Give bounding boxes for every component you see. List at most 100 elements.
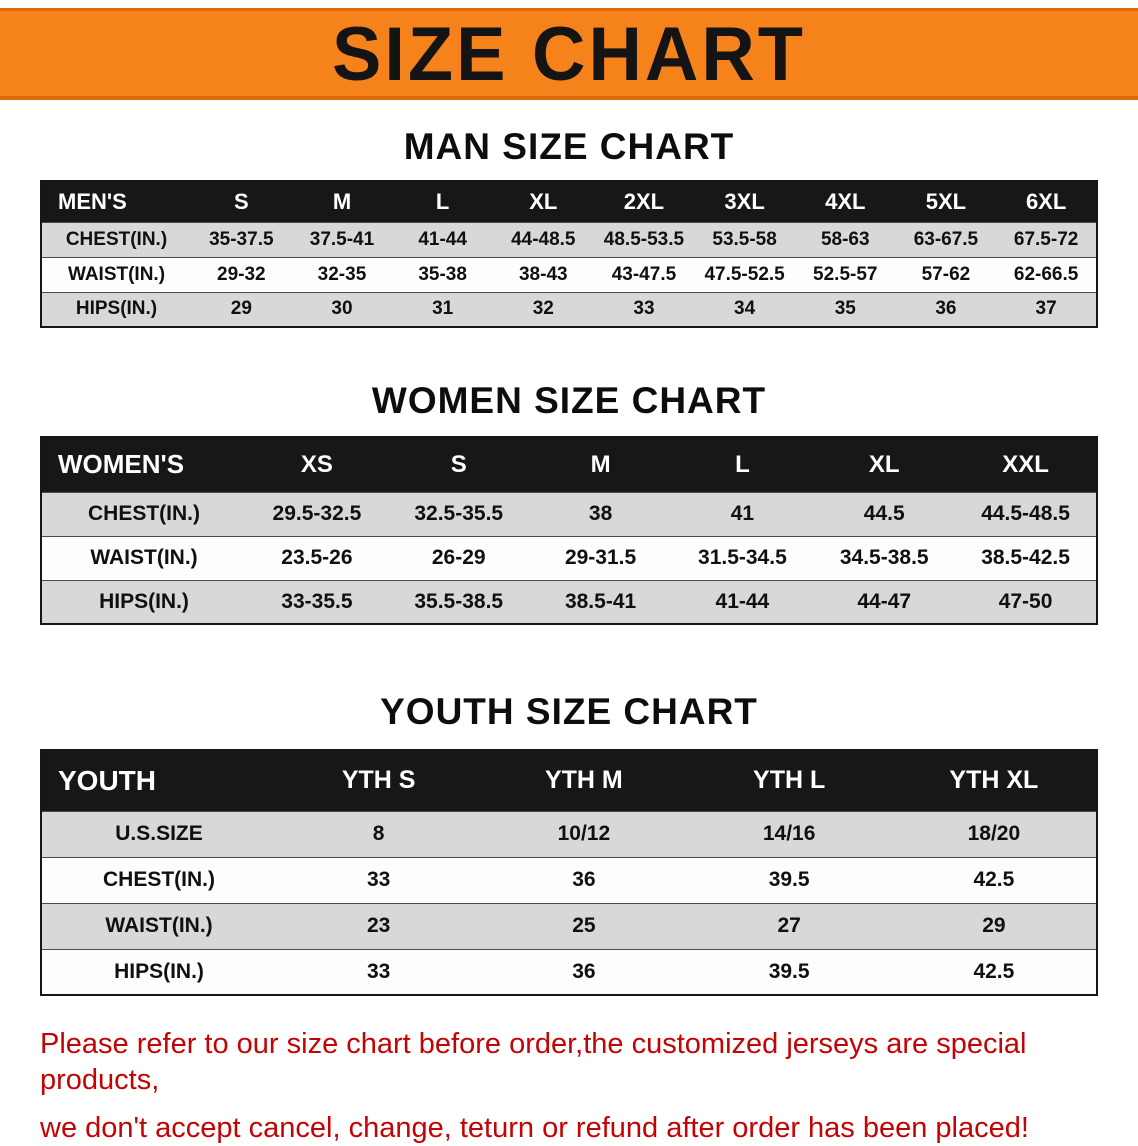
- men-cell-value: 63-67.5: [913, 228, 979, 250]
- men-cell-value: 35: [834, 298, 856, 320]
- women-size-chart-section: WOMEN SIZE CHART WOMEN'S XS S M L XL XXL CHEST(I…: [0, 380, 1138, 625]
- size-chart-page: SIZE CHART MAN SIZE CHART MEN'S S M L XL 2XL 3X…: [0, 8, 1138, 1146]
- men-cell-value: 43-47.5: [611, 263, 677, 285]
- men-cell-value: 38-43: [518, 263, 568, 285]
- youth-size-table: YOUTH YTH S YTH M YTH L YTH XL U.S.SIZE 8 10/12…: [40, 749, 1098, 996]
- youth-table-row: HIPS(IN.) 33 36 39.5 42.5: [41, 949, 1097, 995]
- women-section-heading: WOMEN SIZE CHART: [371, 380, 767, 421]
- charts-container: MAN SIZE CHART MEN'S S M L XL 2XL 3XL 4XL 5XL 6XL C…: [0, 126, 1138, 996]
- men-table-row: HIPS(IN.) 29 30 31 32 33 34 35 36 37: [41, 292, 1097, 327]
- women-cell-value: 23.5-26: [281, 546, 353, 569]
- men-cell-value: 53.5-58: [712, 228, 777, 250]
- women-table-row: CHEST(IN.) 29.5-32.5 32.5-35.5 38 41 44.5 44.5…: [41, 492, 1097, 536]
- men-cell-value: 36: [935, 298, 957, 320]
- men-size-column-header: 5XL: [895, 181, 997, 222]
- men-cell-value: 47.5-52.5: [704, 263, 785, 285]
- women-cell-value: 41-44: [715, 589, 770, 613]
- men-cell-value: 32: [532, 298, 554, 320]
- youth-cell-value: 8: [372, 822, 385, 845]
- men-cell-value: 67.5-72: [1013, 228, 1079, 250]
- women-table-row: HIPS(IN.) 33-35.5 35.5-38.5 38.5-41 41-44 44-…: [41, 580, 1097, 624]
- men-cell-value: 37: [1035, 298, 1057, 320]
- men-size-column-header: L: [392, 181, 493, 222]
- women-cell-value: 38.5-41: [564, 589, 637, 613]
- youth-cell-value: 36: [572, 868, 596, 891]
- youth-size-column-header: YTH M: [481, 750, 687, 811]
- youth-size-column-header: YTH XL: [891, 750, 1097, 811]
- women-cell-value: 38: [588, 502, 613, 525]
- youth-table-row: CHEST(IN.) 33 36 39.5 42.5: [41, 857, 1097, 903]
- men-cell-value: 41-44: [418, 228, 467, 250]
- men-row-label: WAIST(IN.): [67, 263, 166, 285]
- men-table-row: CHEST(IN.) 35-37.5 37.5-41 41-44 44-48.5 48.5…: [41, 222, 1097, 257]
- men-cell-value: 52.5-57: [813, 263, 878, 285]
- youth-row-label: HIPS(IN.): [114, 959, 204, 983]
- men-row-label: CHEST(IN.): [65, 228, 168, 250]
- youth-cell-value: 29: [982, 914, 1006, 937]
- men-cell-value: 35-38: [418, 263, 467, 285]
- youth-size-column-header: YTH S: [276, 750, 482, 811]
- men-corner-label: MEN'S: [41, 181, 191, 222]
- women-table-row: WAIST(IN.) 23.5-26 26-29 29-31.5 31.5-34.5 34…: [41, 536, 1097, 580]
- women-size-column-header: S: [387, 437, 530, 492]
- men-size-column-header: 2XL: [593, 181, 695, 222]
- youth-cell-value: 39.5: [768, 868, 810, 891]
- men-cell-value: 35-37.5: [209, 228, 274, 250]
- men-header-row: MEN'S S M L XL 2XL 3XL 4XL 5XL 6XL: [41, 181, 1097, 222]
- women-cell-value: 44-47: [857, 589, 912, 613]
- men-cell-value: 29-32: [217, 263, 266, 285]
- women-cell-value: 32.5-35.5: [414, 502, 504, 525]
- women-cell-value: 44.5-48.5: [981, 502, 1070, 525]
- women-cell-value: 31.5-34.5: [698, 546, 787, 569]
- women-size-column-header: XL: [813, 437, 956, 492]
- disclaimer: Please refer to our size chart before or…: [40, 1026, 1094, 1146]
- women-row-label: WAIST(IN.): [90, 546, 198, 569]
- women-cell-value: 41: [730, 502, 755, 525]
- men-cell-value: 32-35: [317, 263, 367, 285]
- men-size-column-header: 3XL: [694, 181, 795, 222]
- men-cell-value: 34: [734, 298, 756, 320]
- youth-row-label: WAIST(IN.): [105, 914, 213, 937]
- women-size-column-header: XS: [246, 437, 388, 492]
- men-section-heading: MAN SIZE CHART: [403, 126, 735, 167]
- women-cell-value: 44.5: [863, 502, 905, 525]
- youth-cell-value: 10/12: [557, 822, 611, 845]
- men-cell-value: 48.5-53.5: [603, 228, 685, 250]
- men-cell-value: 57-62: [921, 263, 971, 285]
- youth-table-row: U.S.SIZE 8 10/12 14/16 18/20: [41, 811, 1097, 857]
- youth-row-label: U.S.SIZE: [115, 822, 203, 845]
- youth-table-row: WAIST(IN.) 23 25 27 29: [41, 903, 1097, 949]
- women-cell-value: 29.5-32.5: [272, 502, 362, 525]
- disclaimer-line-2: we don't accept cancel, change, teturn o…: [40, 1111, 1029, 1144]
- banner: SIZE CHART: [0, 8, 1138, 100]
- women-cell-value: 33-35.5: [281, 589, 353, 613]
- men-cell-value: 37.5-41: [309, 228, 375, 250]
- women-cell-value: 35.5-38.5: [414, 589, 504, 613]
- youth-cell-value: 39.5: [768, 959, 810, 983]
- men-table-row: WAIST(IN.) 29-32 32-35 35-38 38-43 43-47.5 47.…: [41, 257, 1097, 292]
- youth-cell-value: 33: [366, 959, 391, 983]
- women-cell-value: 38.5-42.5: [981, 546, 1070, 569]
- women-size-column-header: XXL: [955, 437, 1097, 492]
- youth-size-column-header: YTH L: [686, 750, 892, 811]
- youth-header-row: YOUTH YTH S YTH M YTH L YTH XL: [41, 750, 1097, 811]
- youth-cell-value: 14/16: [762, 822, 816, 845]
- youth-size-chart-section: YOUTH SIZE CHART YOUTH YTH S YTH M YTH L YTH …: [0, 691, 1138, 996]
- youth-cell-value: 33: [366, 868, 391, 891]
- men-cell-value: 29: [230, 298, 252, 320]
- men-cell-value: 44-48.5: [511, 228, 576, 250]
- men-size-column-header: 4XL: [794, 181, 896, 222]
- youth-cell-value: 42.5: [973, 959, 1015, 983]
- men-row-label: HIPS(IN.): [75, 298, 158, 320]
- youth-corner-label: YOUTH: [41, 750, 276, 811]
- men-cell-value: 58-63: [820, 228, 870, 250]
- men-cell-value: 62-66.5: [1013, 263, 1079, 285]
- women-size-column-header: M: [529, 437, 672, 492]
- youth-cell-value: 27: [777, 914, 801, 937]
- women-row-label: HIPS(IN.): [99, 589, 189, 613]
- women-cell-value: 26-29: [431, 546, 486, 569]
- women-cell-value: 47-50: [998, 589, 1053, 613]
- youth-cell-value: 25: [572, 914, 596, 937]
- women-cell-value: 29-31.5: [564, 546, 637, 569]
- men-cell-value: 31: [432, 298, 454, 320]
